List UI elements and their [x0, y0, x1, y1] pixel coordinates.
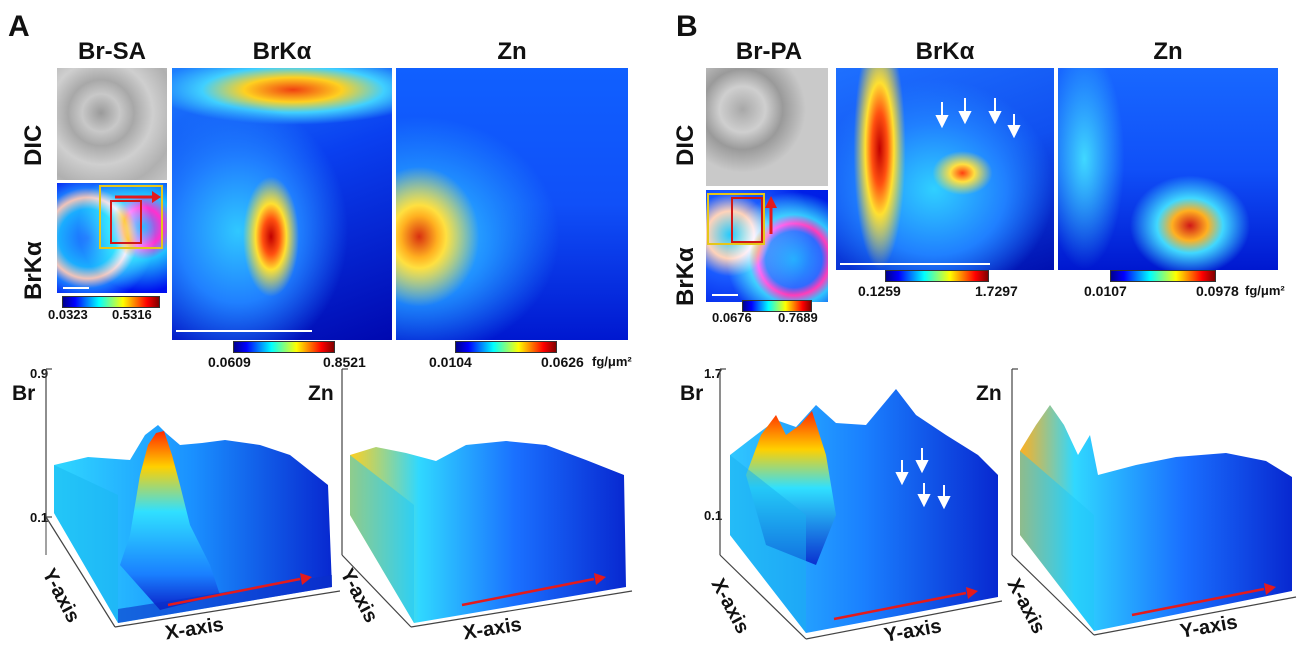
- panel-b-zn-unit: fg/μm²: [1245, 283, 1285, 298]
- panel-b-brka-scalebar: [840, 263, 990, 265]
- panel-b-row-brka-label: BrKα: [672, 247, 699, 306]
- panel-b-zaxis-min: 0.1: [704, 508, 723, 523]
- panel-a-row-dic-label: DIC: [20, 124, 47, 166]
- panel-b-brka-title: BrKα: [915, 38, 975, 65]
- panel-a-zaxis-max: 0.9: [30, 366, 49, 381]
- panel-b-brka-small-map: [706, 190, 828, 302]
- panel-a-zn-colorbar: [455, 341, 557, 353]
- panel-a-zn-plot-label: Zn: [308, 382, 334, 405]
- panel-b-zn-colorbar: [1110, 270, 1216, 282]
- panel-b-row-dic-label: DIC: [672, 124, 699, 166]
- panel-b-sample-title: Br-PA: [735, 38, 803, 65]
- panel-a-br-plot-label: Br: [12, 382, 36, 405]
- panel-a-zn-map: [396, 68, 628, 340]
- panel-b-zn-scale-min: 0.0107: [1084, 283, 1127, 299]
- panel-a-zn-title: Zn: [497, 38, 527, 65]
- panel-b-small-colorbar: [742, 300, 812, 312]
- panel-b-small-scale-min: 0.0676: [712, 310, 752, 325]
- panel-b-brka-colorbar: [885, 270, 989, 282]
- panel-a-brka-title: BrKα: [252, 38, 312, 65]
- panel-b-br-plot-label: Br: [680, 382, 704, 405]
- panel-a-zn-scale-min: 0.0104: [429, 354, 472, 370]
- panel-b-brka-scale-min: 0.1259: [858, 283, 901, 299]
- panel-a-brka-colorbar: [233, 341, 335, 353]
- panel-b-zn-surface-plot: [1011, 368, 1297, 636]
- panel-a-brka-small-map: [57, 183, 167, 293]
- panel-a-brka-scale-max: 0.8521: [323, 354, 366, 370]
- panel-b-zaxis-max: 1.7: [704, 366, 723, 381]
- panel-b-zn-title: Zn: [1153, 38, 1183, 65]
- panel-b-zn-scale-max: 0.0978: [1196, 283, 1239, 299]
- panel-b-zn-plot-label: Zn: [976, 382, 1002, 405]
- panel-b-small-scale-max: 0.7689: [778, 310, 818, 325]
- panel-b-brka-scale-max: 1.7297: [975, 283, 1018, 299]
- panel-b-zn-map: [1058, 68, 1278, 270]
- panel-b-dic-image: [706, 68, 828, 186]
- panel-a-small-colorbar: [62, 296, 160, 308]
- panel-a-letter: A: [8, 10, 30, 43]
- panel-a-row-brka-label: BrKα: [20, 241, 47, 300]
- panel-a-dic-image: [57, 68, 167, 180]
- panel-a-br-surface-plot: [45, 368, 340, 628]
- panel-a-zn-scale-max: 0.0626: [541, 354, 584, 370]
- panel-b-letter: B: [676, 10, 698, 43]
- panel-a-brka-map: [172, 68, 392, 340]
- panel-a-zn-unit: fg/μm²: [592, 354, 632, 369]
- panel-a-small-scale-min: 0.0323: [48, 307, 88, 322]
- panel-a-brka-scalebar: [176, 330, 312, 332]
- panel-a-zaxis-min: 0.1: [30, 510, 49, 525]
- panel-a-brka-scale-min: 0.0609: [208, 354, 251, 370]
- panel-b-br-surface-plot: [719, 368, 1002, 640]
- panel-a-sample-title: Br-SA: [77, 38, 146, 65]
- panel-a-zn-surface-plot: [341, 368, 633, 628]
- panel-b-brka-map: [836, 68, 1054, 270]
- panel-a-small-scale-max: 0.5316: [112, 307, 152, 322]
